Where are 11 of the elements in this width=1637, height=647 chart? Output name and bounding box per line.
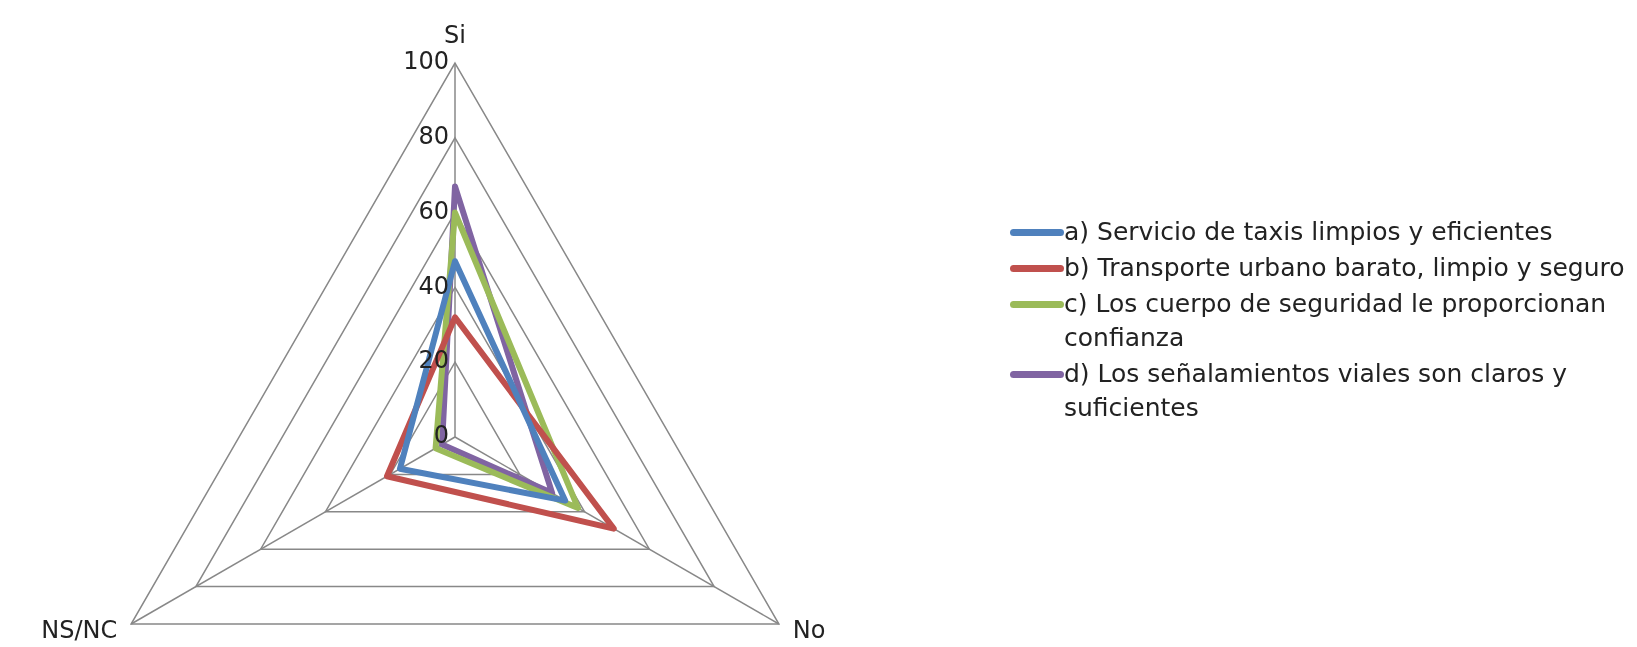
y-tick-label: 0: [433, 421, 449, 450]
legend-label: a) Servicio de taxis limpios y eficientes: [1064, 216, 1553, 248]
legend-label: d) Los señalamientos viales son claros y suficientes: [1064, 358, 1569, 424]
y-tick-label: 100: [403, 47, 449, 76]
y-tick-label: 80: [418, 122, 449, 151]
spoke-label: Si: [444, 21, 466, 50]
y-tick-label: 60: [418, 196, 449, 225]
spoke-label: NS/NC: [41, 616, 118, 645]
spoke-label: No: [792, 616, 826, 645]
y-tick-label: 20: [418, 346, 449, 375]
legend-label: b) Transporte urbano barato, limpio y seguro: [1064, 252, 1625, 284]
